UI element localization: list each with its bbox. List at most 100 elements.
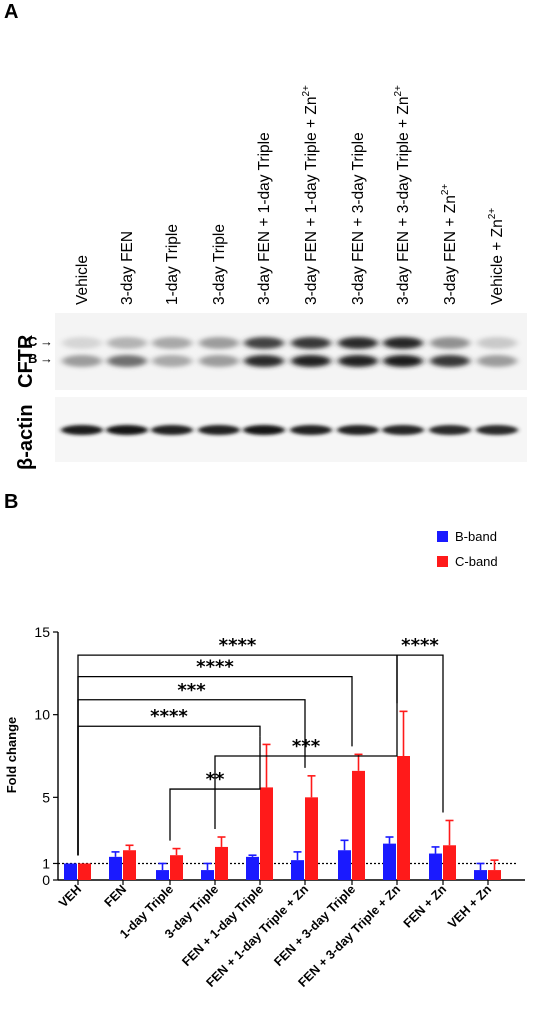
cftr-band-c	[199, 337, 239, 349]
lane-label: 3-day Triple	[211, 224, 228, 305]
lane-label: 3-day FEN + 1-day Triple + Zn2+	[301, 85, 320, 305]
cftr-band-b	[199, 355, 239, 367]
cftr-blot-label: CFTR	[15, 334, 37, 388]
lane-label: 3-day FEN	[119, 231, 136, 305]
lane-label: Vehicle	[74, 255, 91, 305]
band-b-arrow: →	[40, 351, 53, 366]
x-tick-label: FEN + Zn	[401, 882, 449, 930]
panel-b-letter: B	[4, 491, 18, 513]
bar-b-band	[156, 870, 169, 880]
cftr-band-c	[430, 337, 470, 349]
actin-blot	[61, 425, 518, 435]
legend-label: C-band	[455, 554, 498, 569]
cftr-band-b	[152, 355, 192, 367]
significance-label: ***	[177, 680, 206, 701]
bar-b-band	[338, 850, 351, 880]
actin-band	[151, 425, 193, 435]
y-tick-label: 0	[42, 872, 50, 888]
cftr-band-b	[62, 355, 102, 367]
actin-band	[429, 425, 471, 435]
y-tick-label: 10	[34, 707, 50, 723]
cftr-band-c	[383, 337, 423, 349]
lane-label: 3-day FEN + 1-day Triple	[256, 132, 273, 305]
actin-band	[106, 425, 148, 435]
legend-swatch-c-band	[437, 556, 448, 567]
cftr-band-c	[107, 337, 147, 349]
bar-c-band	[305, 797, 318, 880]
bar-c-band	[78, 863, 91, 880]
actin-band	[198, 425, 240, 435]
cftr-band-c	[62, 337, 102, 349]
band-b-letter: B	[28, 351, 37, 366]
bar-c-band	[352, 770, 365, 880]
legend-swatch-b-band	[437, 531, 448, 542]
significance-label: ****	[401, 635, 439, 656]
significance-label: ****	[150, 706, 188, 727]
x-tick-label: FEN	[102, 882, 130, 910]
band-markers: C → B →	[28, 334, 53, 366]
bar-b-band	[383, 843, 396, 880]
significance-bracket	[169, 736, 261, 841]
bar-b-band	[246, 856, 259, 880]
significance-bracket	[396, 654, 444, 813]
lane-label: 1-day Triple	[164, 224, 181, 305]
actin-band	[61, 425, 103, 435]
bar-c-band	[260, 787, 273, 880]
y-tick-label: 1	[42, 855, 50, 871]
significance-label: ****	[219, 635, 257, 656]
bar-c-band	[215, 846, 228, 880]
band-c-arrow: →	[40, 334, 53, 349]
actin-band	[337, 425, 379, 435]
cftr-band-c	[338, 337, 378, 349]
bar-b-band	[291, 860, 304, 880]
lane-labels: Vehicle 3-day FEN 1-day Triple 3-day Triple…	[74, 85, 506, 305]
cftr-band-b	[477, 355, 517, 367]
y-tick-label: 5	[42, 789, 50, 805]
x-tick-label: FEN + 1-day Triple	[179, 882, 266, 969]
x-tick-label: VEH	[56, 882, 84, 910]
cftr-band-b	[383, 355, 423, 367]
actin-band	[476, 425, 518, 435]
actin-band	[382, 425, 424, 435]
band-c-letter: C	[28, 334, 38, 349]
y-tick-label: 15	[34, 624, 50, 640]
bar-b-band	[474, 870, 487, 880]
cftr-band-c	[291, 337, 331, 349]
cftr-blot-background	[55, 313, 527, 390]
actin-band	[290, 425, 332, 435]
actin-band	[243, 425, 285, 435]
bar-b-band	[64, 863, 77, 880]
significance-label: **	[206, 769, 225, 790]
cftr-band-b	[338, 355, 378, 367]
cftr-band-b	[244, 355, 284, 367]
bar-c-band	[397, 756, 410, 880]
cftr-band-b	[291, 355, 331, 367]
x-tick-label: VEH + Zn	[445, 882, 494, 931]
bar-c-band	[170, 855, 183, 880]
significance-label: ****	[196, 657, 234, 678]
cftr-band-b	[430, 355, 470, 367]
bar-c-band	[488, 870, 501, 880]
legend-label: B-band	[455, 529, 497, 544]
significance-label: ***	[292, 736, 321, 757]
cftr-blot	[62, 337, 517, 367]
lane-label: 3-day FEN + Zn2+	[440, 184, 459, 305]
cftr-band-b	[107, 355, 147, 367]
lane-label: Vehicle + Zn2+	[487, 208, 506, 305]
panel-a-letter: A	[4, 1, 18, 23]
bar-b-band	[109, 856, 122, 880]
significance-bracket	[214, 703, 398, 830]
lane-label: 3-day FEN + 3-day Triple	[350, 132, 367, 305]
significance-bracket	[77, 654, 398, 856]
bar-b-band	[201, 870, 214, 880]
bar-c-band	[123, 850, 136, 880]
cftr-band-c	[477, 337, 517, 349]
cftr-band-c	[152, 337, 192, 349]
bar-c-band	[443, 845, 456, 880]
significance-bracket	[77, 725, 261, 856]
cftr-band-c	[244, 337, 284, 349]
bar-b-band	[429, 853, 442, 880]
actin-blot-label: β-actin	[15, 404, 37, 470]
